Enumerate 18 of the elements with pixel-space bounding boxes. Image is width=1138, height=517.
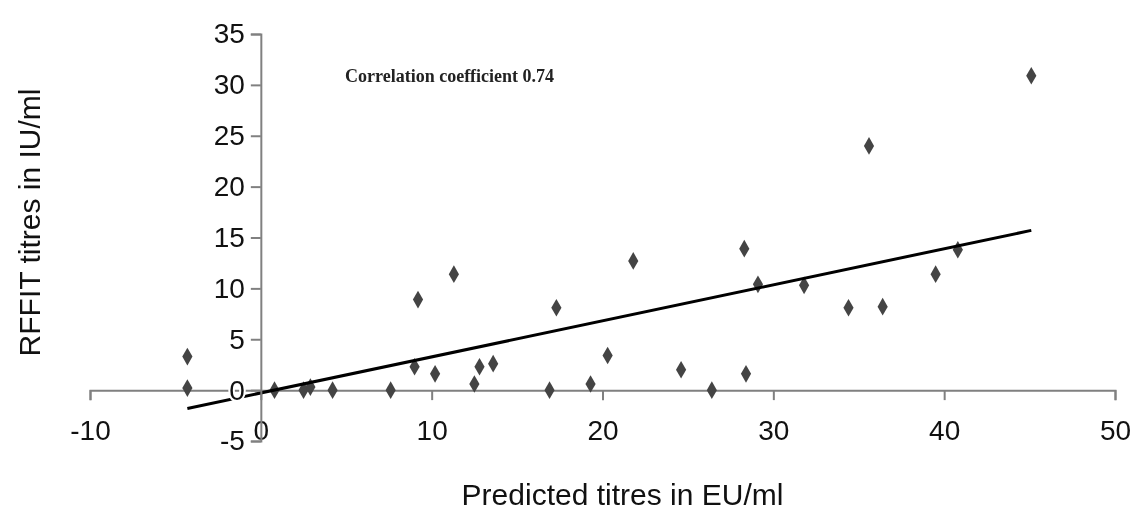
x-tick-label: 40 — [929, 415, 961, 447]
x-tick-label: 50 — [1099, 415, 1132, 447]
y-tick-label: -5 — [219, 425, 245, 457]
y-tick-label: 30 — [213, 69, 245, 101]
y-tick-label: 35 — [213, 18, 245, 50]
y-tick-label: 5 — [229, 323, 245, 355]
x-tick-label: 20 — [587, 415, 619, 447]
y-tick-label: 20 — [213, 171, 245, 203]
annotation: Correlation coefficient 0.74 — [345, 66, 555, 86]
y-tick-label: 15 — [213, 221, 245, 253]
x-axis-title: Predicted titres in EU/ml — [461, 478, 784, 511]
x-tick-label: 30 — [758, 415, 790, 447]
y-tick-label: 10 — [213, 272, 245, 304]
y-axis-title: RFFIT titres in IU/ml — [13, 88, 46, 357]
x-tick-label: 0 — [253, 415, 270, 447]
x-tick-label: -10 — [70, 415, 111, 447]
y-tick-label: 25 — [213, 120, 245, 152]
x-tick-label: 10 — [416, 415, 448, 447]
